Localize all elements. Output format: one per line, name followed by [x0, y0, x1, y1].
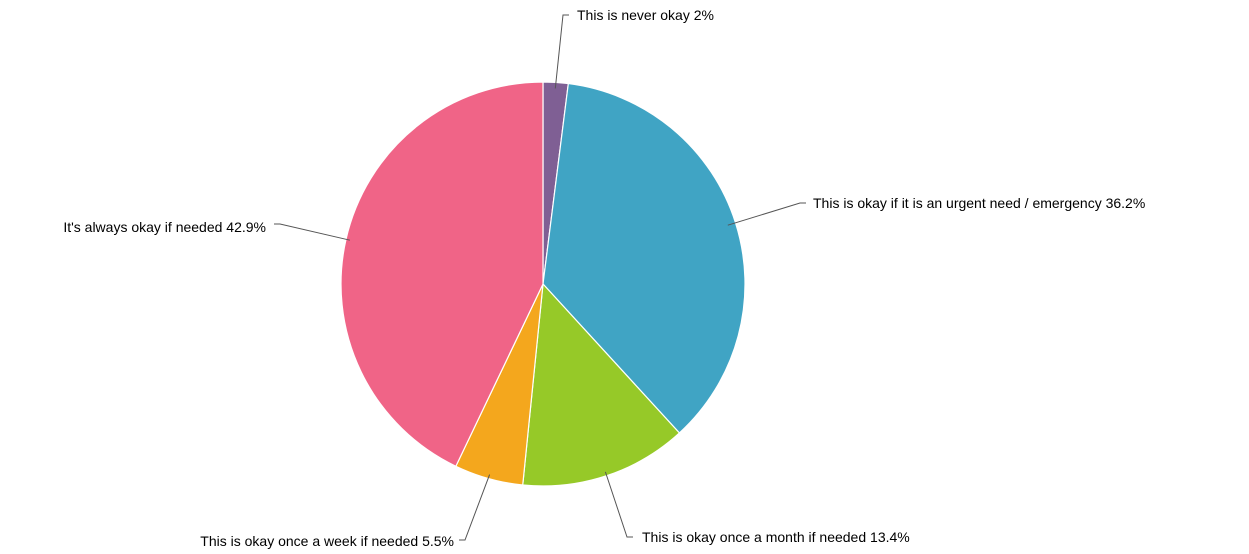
labels-layer: This is never okay 2% This is okay if it …: [63, 7, 1145, 549]
slices-layer: [340, 81, 746, 487]
leader-line-this-is-okay-if-it-is-an-urgent-need-emergency: [727, 202, 806, 226]
slice-label-name: This is okay once a month if needed: [642, 529, 870, 545]
slice-label-value: 5.5%: [422, 533, 454, 549]
slice-label-value: 13.4%: [870, 529, 910, 545]
slice-label-value: 36.2%: [1106, 195, 1146, 211]
slice-label-this-is-okay-once-a-week-if-needed: This is okay once a week if needed 5.5%: [200, 533, 454, 549]
slice-label-it-s-always-okay-if-needed: It's always okay if needed 42.9%: [63, 219, 266, 235]
slice-label-name: It's always okay if needed: [63, 219, 226, 235]
slice-label-value: 2%: [694, 7, 714, 23]
slice-label-this-is-okay-if-it-is-an-urgent-need-emergency: This is okay if it is an urgent need / e…: [813, 195, 1145, 211]
slice-label-this-is-never-okay: This is never okay 2%: [577, 7, 714, 23]
leaders-layer: [274, 14, 806, 541]
slice-label-this-is-okay-once-a-month-if-needed: This is okay once a month if needed 13.4…: [642, 529, 910, 545]
leader-line-it-s-always-okay-if-needed: [274, 223, 351, 241]
slice-label-value: 42.9%: [226, 219, 266, 235]
slice-label-name: This is okay once a week if needed: [200, 533, 422, 549]
leader-line-this-is-never-okay: [554, 14, 569, 89]
slice-label-name: This is never okay: [577, 7, 694, 23]
slice-label-name: This is okay if it is an urgent need / e…: [813, 195, 1106, 211]
leader-line-this-is-okay-once-a-month-if-needed: [604, 471, 633, 538]
leader-line-this-is-okay-once-a-week-if-needed: [459, 474, 491, 541]
